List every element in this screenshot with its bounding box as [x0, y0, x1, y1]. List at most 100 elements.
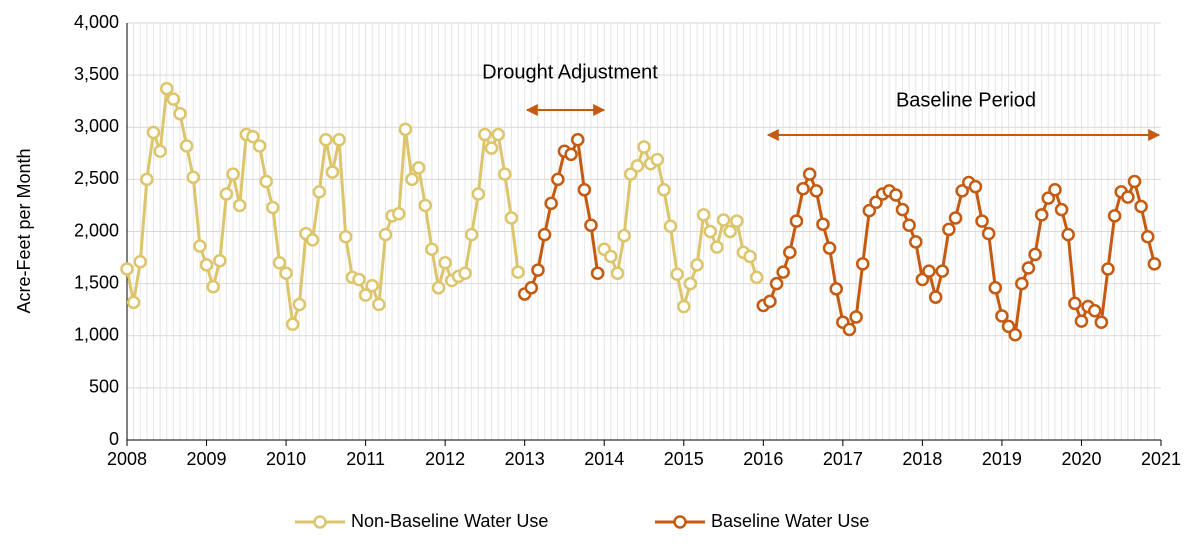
x-tick-label: 2015 [664, 449, 704, 469]
data-point [895, 202, 910, 217]
data-point [1015, 276, 1029, 291]
data-point [763, 294, 777, 309]
data-point [776, 265, 790, 279]
data-point [537, 227, 552, 242]
data-point [551, 172, 565, 187]
data-point [464, 227, 479, 242]
data-point [716, 213, 731, 227]
data-point [226, 167, 240, 181]
data-point [869, 195, 883, 210]
data-point [829, 282, 843, 296]
y-tick-label: 4,000 [74, 12, 119, 32]
data-point [378, 227, 393, 242]
x-tick-label: 2020 [1061, 449, 1101, 469]
data-point [358, 288, 373, 302]
legend-marker [673, 515, 687, 529]
y-tick-label: 500 [89, 377, 119, 397]
data-point [1008, 327, 1022, 342]
data-point [199, 258, 214, 272]
data-point [1021, 261, 1036, 275]
annotation: Baseline Period [896, 89, 1036, 111]
data-point [1061, 227, 1075, 242]
data-point [696, 208, 711, 222]
data-point [319, 133, 333, 147]
data-point [484, 141, 499, 155]
data-point [981, 226, 996, 241]
data-point [1101, 262, 1115, 276]
data-point [1087, 303, 1102, 318]
data-point [1134, 199, 1148, 214]
data-point [1121, 190, 1135, 204]
data-point [133, 254, 148, 269]
data-point [928, 290, 943, 304]
data-point [524, 281, 539, 295]
data-point [968, 179, 983, 194]
data-point [544, 196, 558, 211]
data-point [405, 172, 419, 187]
data-point [564, 147, 578, 162]
data-point [1054, 202, 1069, 217]
data-point [862, 203, 877, 218]
data-point [1068, 296, 1082, 311]
data-point [471, 187, 486, 201]
data-point [186, 170, 201, 185]
data-point [498, 167, 512, 181]
data-point [219, 187, 234, 201]
data-point [491, 127, 505, 142]
x-tick-label: 2014 [584, 449, 624, 469]
x-tick-label: 2009 [187, 449, 227, 469]
legend-label: Baseline Water Use [711, 511, 869, 531]
y-tick-label: 1,500 [74, 272, 119, 292]
data-point [690, 258, 704, 272]
y-tick-label: 3,000 [74, 116, 119, 136]
data-point [650, 152, 665, 167]
data-point [816, 217, 830, 231]
data-point [935, 264, 950, 278]
data-point [398, 122, 413, 137]
data-point [1034, 208, 1049, 222]
data-point [683, 276, 698, 291]
data-point [1147, 257, 1162, 271]
data-point [279, 266, 293, 280]
data-point [909, 235, 923, 249]
data-point [166, 92, 181, 106]
data-point [531, 263, 545, 277]
data-point [1140, 229, 1155, 244]
data-point [988, 281, 1003, 295]
x-tick-label: 2016 [743, 449, 783, 469]
data-point [809, 184, 824, 198]
y-tick-label: 2,000 [74, 220, 119, 240]
y-tick-label: 1,000 [74, 325, 119, 345]
series-line [125, 84, 520, 325]
x-tick-label: 2012 [425, 449, 465, 469]
data-point [604, 249, 618, 264]
data-point [975, 214, 989, 228]
x-tick-label: 2010 [266, 449, 306, 469]
data-point [160, 81, 174, 96]
data-point [796, 182, 810, 196]
data-point [822, 241, 837, 255]
data-point [478, 127, 492, 142]
data-point [1107, 209, 1122, 223]
data-point [1074, 314, 1089, 328]
x-tick-label: 2011 [346, 449, 385, 469]
legend-marker [313, 515, 327, 529]
data-point [120, 262, 134, 276]
data-point [743, 249, 757, 264]
data-point [292, 297, 307, 312]
data-point [922, 264, 936, 278]
y-tick-label: 2,500 [74, 168, 119, 188]
data-point [842, 322, 857, 337]
data-point [213, 253, 227, 268]
data-point [193, 239, 207, 253]
data-point [610, 266, 625, 280]
data-point [948, 211, 963, 225]
data-point [1001, 319, 1016, 334]
x-tick-label: 2017 [823, 449, 863, 469]
x-tick-label: 2018 [902, 449, 942, 469]
data-point [232, 198, 247, 213]
data-point [783, 245, 797, 260]
data-point [955, 184, 969, 198]
x-tick-label: 2021 [1141, 449, 1181, 469]
